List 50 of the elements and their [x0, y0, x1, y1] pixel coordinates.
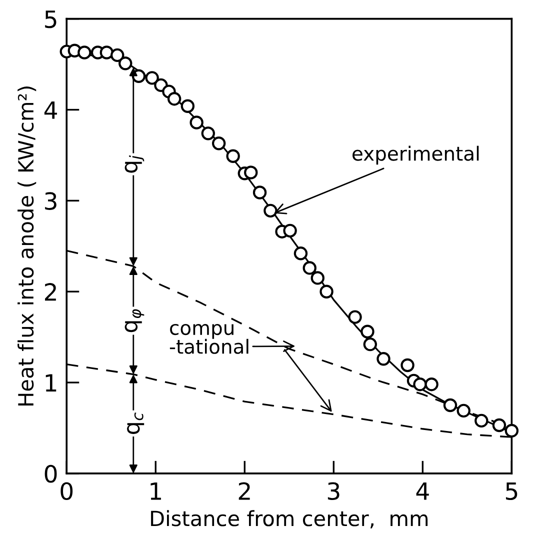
x-axis-title: Distance from center, mm: [151, 510, 428, 528]
point: [443, 398, 458, 412]
point: [492, 418, 506, 432]
point: [348, 310, 362, 324]
point: [504, 424, 519, 438]
point: [294, 246, 308, 260]
point: [244, 166, 258, 180]
point: [167, 92, 182, 106]
y-tick-label: 4: [44, 102, 57, 119]
point: [302, 261, 316, 275]
point: [100, 46, 114, 60]
point: [118, 56, 132, 70]
y-tick-label: 0: [44, 464, 57, 483]
annotation: q$_{φ}$: [124, 309, 144, 332]
point: [424, 377, 438, 392]
point: [226, 149, 240, 163]
point: [474, 414, 488, 428]
x-tick-label: 1: [150, 482, 161, 500]
x-tick-label: 0: [60, 482, 73, 500]
point: [360, 324, 374, 338]
y-tick-label: 3: [45, 192, 56, 210]
point: [283, 224, 297, 238]
point: [413, 377, 427, 392]
point: [400, 358, 414, 372]
point: [145, 71, 159, 85]
x-tick-label: 3: [328, 482, 340, 500]
point: [252, 186, 267, 200]
x-tick-label: 2: [238, 482, 250, 500]
point: [264, 204, 278, 218]
y-tick-label: 2: [45, 283, 56, 301]
x-tick-label: 4: [416, 482, 429, 500]
point: [190, 116, 204, 130]
point: [212, 136, 226, 150]
point: [363, 337, 378, 352]
annotation: experimental: [352, 146, 479, 165]
point: [310, 271, 324, 285]
point: [320, 284, 334, 298]
annotation: q$_{j}$: [124, 155, 144, 173]
point: [376, 352, 390, 366]
point: [180, 99, 195, 113]
point: [456, 404, 470, 418]
annotation: q$_{c}$: [127, 412, 144, 434]
point: [201, 126, 216, 140]
annotation: compu -tational: [170, 324, 248, 354]
point: [78, 46, 92, 60]
x-tick-label: 5: [506, 482, 518, 500]
y-tick-label: 1: [46, 374, 56, 392]
y-axis-title: Heat flux into anode ( KW/cm²): [18, 86, 36, 406]
y-tick-label: 5: [45, 10, 56, 28]
point: [110, 48, 124, 62]
